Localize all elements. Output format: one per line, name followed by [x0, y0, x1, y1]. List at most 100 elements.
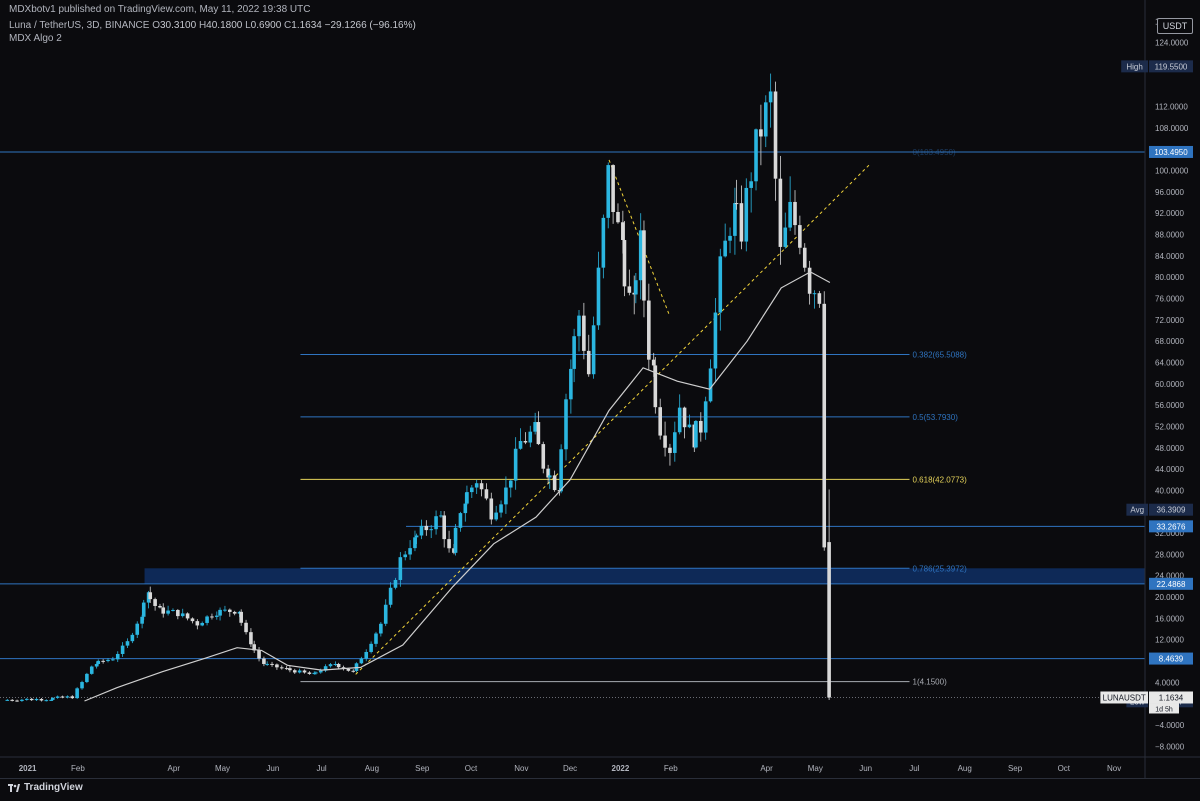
candle-body: [694, 420, 698, 448]
candle-body: [297, 670, 302, 673]
x-axis-tick-label: Apr: [760, 764, 773, 773]
candle-body: [70, 696, 75, 699]
y-axis-tick-label: 12.0000: [1155, 636, 1184, 645]
x-axis-tick-label: Sep: [415, 764, 430, 773]
candle-body: [115, 653, 120, 660]
candle-body: [215, 615, 219, 617]
candle-body: [158, 605, 162, 608]
x-axis-tick-label: May: [215, 764, 230, 773]
moving-average-line: [84, 271, 831, 702]
y-axis-tick-label: −4.0000: [1155, 721, 1185, 730]
y-axis-tick-label: 4.0000: [1155, 678, 1180, 687]
x-axis-tick-label: Feb: [71, 764, 85, 773]
candle-body: [364, 651, 369, 659]
y-axis-tick-label: 124.0000: [1155, 39, 1189, 48]
candle-body: [161, 607, 166, 614]
candle-body: [252, 644, 256, 651]
countdown-box: [1149, 703, 1179, 714]
candle-body: [596, 267, 601, 326]
candle-body: [768, 91, 773, 103]
candle-body: [528, 431, 533, 443]
fib-level-label: 0.618(42.0773): [913, 475, 968, 484]
x-axis-tick-label: Jul: [316, 764, 326, 773]
candle-body: [494, 512, 498, 520]
symbol-title[interactable]: Luna / TetherUS, 3D, BINANCE: [9, 20, 150, 31]
candle-body: [85, 673, 89, 683]
candle-body: [807, 267, 812, 294]
candle-body: [200, 622, 205, 626]
y-axis-tick-label: 32.0000: [1155, 529, 1184, 538]
y-axis-tick-label: 96.0000: [1155, 188, 1184, 197]
price-tag: [1149, 520, 1193, 533]
candle-body: [611, 165, 615, 212]
candle-body: [822, 303, 827, 548]
y-axis-tick-label: 84.0000: [1155, 252, 1184, 261]
candle-body: [523, 441, 528, 443]
ohlc-high: 40.1800: [206, 20, 243, 31]
candle-body: [798, 225, 802, 248]
candle-body: [239, 611, 243, 623]
candle-body: [827, 542, 831, 698]
price-stat-tag: [1126, 503, 1148, 516]
candle-body: [778, 178, 783, 247]
y-axis-tick-label: 60.0000: [1155, 380, 1184, 389]
candle-body: [288, 668, 292, 671]
indicator-title[interactable]: MDX Algo 2: [9, 33, 62, 44]
x-axis-tick-label: Dec: [563, 764, 577, 773]
x-axis-tick-label: Jun: [266, 764, 279, 773]
ohlc-change: −29.1266 (−96.16%): [324, 20, 416, 31]
candle-body: [185, 613, 190, 619]
candle-body: [130, 634, 135, 642]
candle-body: [677, 407, 682, 433]
candle-body: [328, 664, 333, 667]
candle-body: [817, 293, 822, 304]
candle-body: [413, 537, 417, 549]
candle-body: [663, 435, 667, 448]
candle-body: [419, 525, 424, 536]
candle-body: [244, 622, 248, 633]
footer-brand[interactable]: TradingView: [24, 782, 83, 793]
price-stat-tag-label: Avg: [1130, 506, 1144, 515]
candle-body: [292, 670, 297, 673]
price-tag-label: 22.4868: [1157, 580, 1186, 589]
candle-body: [34, 698, 39, 701]
y-axis-tick-label: 72.0000: [1155, 316, 1184, 325]
candle-body: [793, 201, 797, 226]
candle-body: [453, 527, 458, 553]
candle-body: [547, 475, 552, 478]
x-axis-tick-label: Aug: [365, 764, 379, 773]
y-axis-tick-label: 64.0000: [1155, 359, 1184, 368]
candle-body: [759, 129, 763, 137]
candle-body: [504, 487, 508, 505]
candle-body: [734, 203, 739, 205]
price-stat-tag: [1100, 691, 1148, 704]
candle-body: [577, 315, 581, 337]
candle-body: [190, 618, 195, 622]
candle-body: [733, 203, 737, 236]
candle-body: [15, 700, 19, 702]
candle-body: [788, 201, 792, 228]
price-stat-value-box: [1149, 60, 1193, 73]
x-axis-tick-label: Feb: [664, 764, 678, 773]
x-axis-tick-label: May: [808, 764, 823, 773]
candle-body: [591, 325, 596, 375]
candle-body: [728, 235, 732, 241]
x-axis-tick-label: Oct: [1058, 764, 1071, 773]
candle-body: [275, 664, 279, 668]
y-axis-tick-label: 52.0000: [1155, 422, 1184, 431]
candle-body: [166, 610, 170, 614]
candle-body: [75, 688, 79, 699]
candle-body: [744, 187, 749, 242]
candle-body: [582, 315, 586, 351]
candle-body: [232, 611, 237, 614]
currency-button[interactable]: USDT: [1157, 18, 1193, 34]
candle-body: [39, 698, 44, 701]
y-axis-tick-label: 108.0000: [1155, 124, 1189, 133]
price-stat-value: 36.3909: [1157, 506, 1186, 515]
candle-body: [228, 609, 232, 612]
indicator-line[interactable]: MDX Algo 2: [9, 33, 62, 44]
candle-body: [439, 515, 443, 517]
candle-body: [125, 641, 130, 646]
